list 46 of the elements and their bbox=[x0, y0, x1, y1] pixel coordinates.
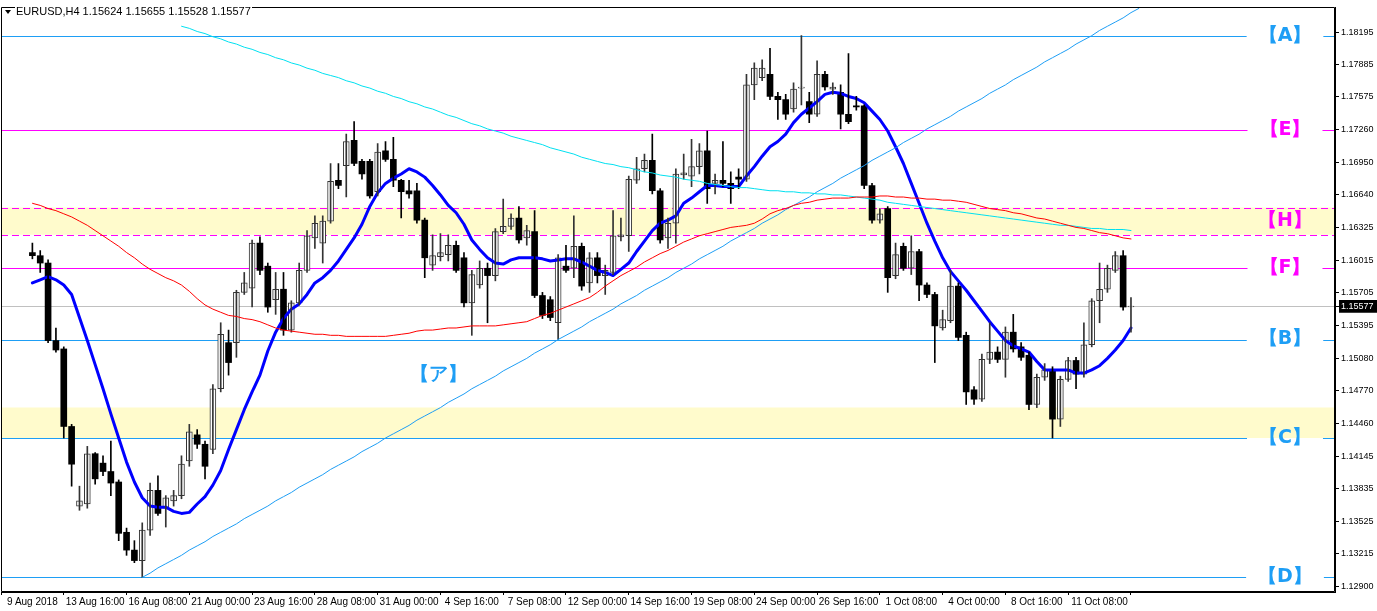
ref-line-label: 【E】 bbox=[1259, 116, 1311, 139]
x-tick-label: 14 Sep 16:00 bbox=[630, 595, 691, 607]
x-tick-label: 1 Oct 08:00 bbox=[885, 595, 938, 607]
x-tick-label: 12 Sep 00:00 bbox=[567, 595, 628, 607]
y-tick-label: 1.13525 bbox=[1341, 515, 1374, 526]
ref-line-label: 【B】 bbox=[1258, 326, 1312, 349]
y-tick-label: 1.17260 bbox=[1341, 124, 1374, 135]
x-tick-label: 4 Oct 00:00 bbox=[948, 595, 1001, 607]
ref-line-label: 【A】 bbox=[1258, 22, 1312, 45]
x-tick-label: 8 Oct 16:00 bbox=[1010, 595, 1064, 607]
ref-line-label: 【D】 bbox=[1258, 564, 1312, 587]
x-tick-label: 4 Sep 16:00 bbox=[444, 595, 500, 607]
y-tick-label: 1.16015 bbox=[1341, 254, 1374, 265]
y-tick-label: 1.14145 bbox=[1341, 450, 1374, 461]
ref-line-label: 【C】 bbox=[1259, 424, 1311, 447]
y-tick-label: 1.16950 bbox=[1341, 156, 1374, 167]
y-tick-label: 1.12900 bbox=[1341, 581, 1374, 592]
series-label: 【ア】 bbox=[410, 361, 468, 384]
x-tick-label: 13 Aug 16:00 bbox=[65, 595, 126, 607]
y-tick-label: 1.15395 bbox=[1341, 319, 1374, 330]
ref-line-label: 【F】 bbox=[1259, 255, 1311, 278]
y-tick-label: 1.17885 bbox=[1341, 58, 1374, 69]
x-tick-label: 11 Oct 08:00 bbox=[1071, 595, 1129, 607]
band-label: 【H】 bbox=[1258, 208, 1312, 231]
y-tick-label: 1.15577 bbox=[1341, 300, 1374, 311]
x-tick-label: 23 Aug 16:00 bbox=[254, 595, 314, 607]
y-tick-label: 1.15705 bbox=[1341, 287, 1374, 298]
x-tick-label: 9 Aug 2018 bbox=[7, 595, 59, 607]
y-tick-label: 1.14770 bbox=[1341, 385, 1374, 396]
y-tick-label: 1.18195 bbox=[1341, 26, 1374, 37]
y-tick-label: 1.16640 bbox=[1341, 189, 1374, 200]
y-tick-label: 1.17575 bbox=[1341, 91, 1374, 102]
x-tick-label: 28 Aug 08:00 bbox=[316, 595, 377, 607]
x-tick-label: 19 Sep 08:00 bbox=[693, 595, 754, 607]
x-tick-label: 16 Aug 08:00 bbox=[128, 595, 188, 607]
y-tick-label: 1.13835 bbox=[1341, 483, 1374, 494]
x-tick-label: 24 Sep 00:00 bbox=[755, 595, 816, 607]
y-tick-label: 1.15080 bbox=[1341, 352, 1374, 363]
chart-title: EURUSD,H4 1.15624 1.15655 1.15528 1.15577 bbox=[15, 5, 252, 18]
x-tick-label: 31 Aug 00:00 bbox=[379, 595, 439, 607]
x-tick-label: 21 Aug 00:00 bbox=[191, 595, 251, 607]
y-tick-label: 1.14460 bbox=[1341, 417, 1374, 428]
y-tick-label: 1.13215 bbox=[1341, 548, 1374, 559]
x-tick-label: 26 Sep 16:00 bbox=[818, 595, 879, 607]
y-tick-label: 1.16325 bbox=[1341, 222, 1374, 233]
x-tick-label: 7 Sep 08:00 bbox=[507, 595, 563, 607]
